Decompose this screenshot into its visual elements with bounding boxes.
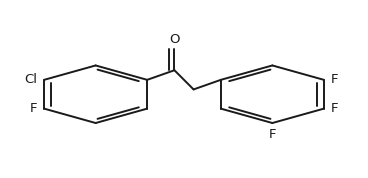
- Text: O: O: [169, 33, 180, 46]
- Text: F: F: [331, 73, 339, 86]
- Text: F: F: [331, 102, 339, 115]
- Text: F: F: [269, 128, 276, 141]
- Text: F: F: [29, 102, 37, 115]
- Text: Cl: Cl: [24, 73, 37, 86]
